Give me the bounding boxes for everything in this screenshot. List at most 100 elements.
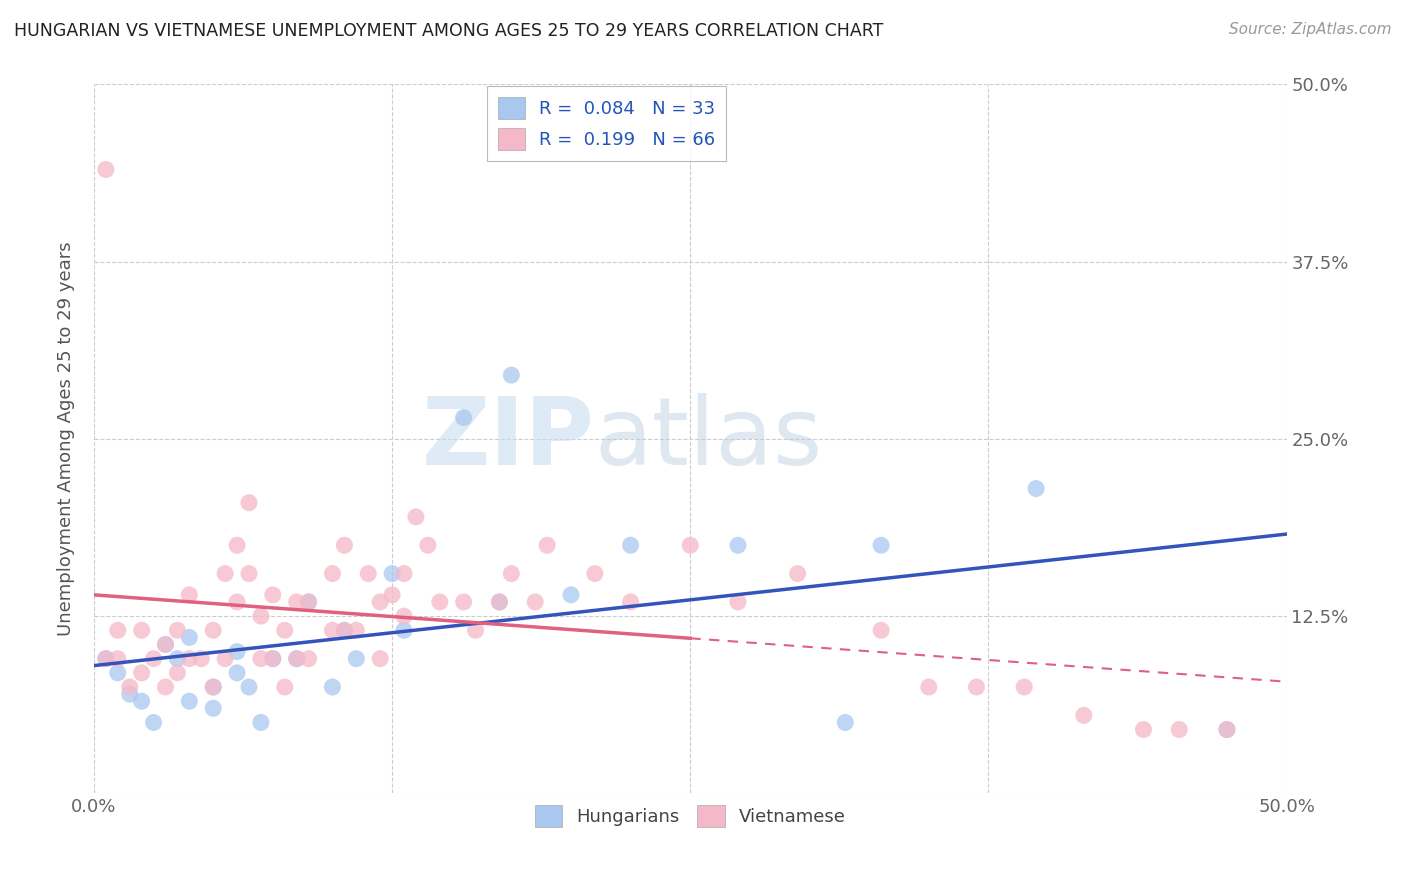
Point bbox=[202, 680, 225, 694]
Point bbox=[262, 651, 284, 665]
Point bbox=[179, 694, 201, 708]
Point bbox=[321, 624, 343, 638]
Point bbox=[1025, 482, 1047, 496]
Point bbox=[834, 715, 856, 730]
Point bbox=[118, 680, 141, 694]
Point bbox=[620, 538, 643, 552]
Point bbox=[560, 588, 582, 602]
Point bbox=[155, 638, 177, 652]
Point bbox=[368, 651, 391, 665]
Point bbox=[202, 701, 225, 715]
Point bbox=[94, 162, 117, 177]
Point bbox=[918, 680, 941, 694]
Point bbox=[142, 715, 165, 730]
Point bbox=[357, 566, 380, 581]
Point bbox=[727, 595, 749, 609]
Point bbox=[501, 368, 523, 383]
Point bbox=[274, 624, 297, 638]
Point bbox=[464, 624, 486, 638]
Point bbox=[250, 715, 273, 730]
Point bbox=[501, 566, 523, 581]
Point bbox=[285, 595, 308, 609]
Point bbox=[344, 624, 367, 638]
Point bbox=[392, 624, 415, 638]
Point bbox=[1132, 723, 1154, 737]
Point bbox=[179, 631, 201, 645]
Point bbox=[179, 588, 201, 602]
Point bbox=[1012, 680, 1035, 694]
Point bbox=[142, 651, 165, 665]
Point bbox=[107, 651, 129, 665]
Point bbox=[1168, 723, 1191, 737]
Point bbox=[870, 624, 893, 638]
Point bbox=[392, 566, 415, 581]
Point bbox=[285, 651, 308, 665]
Point bbox=[392, 609, 415, 624]
Point bbox=[1216, 723, 1239, 737]
Point bbox=[166, 665, 188, 680]
Point bbox=[226, 644, 249, 658]
Point bbox=[238, 496, 260, 510]
Point bbox=[131, 624, 153, 638]
Point bbox=[250, 651, 273, 665]
Point bbox=[107, 665, 129, 680]
Point bbox=[524, 595, 547, 609]
Text: atlas: atlas bbox=[595, 392, 823, 485]
Point bbox=[333, 624, 356, 638]
Point bbox=[416, 538, 439, 552]
Point bbox=[381, 588, 404, 602]
Point bbox=[333, 538, 356, 552]
Point bbox=[1073, 708, 1095, 723]
Point bbox=[727, 538, 749, 552]
Point bbox=[488, 595, 510, 609]
Point bbox=[583, 566, 606, 581]
Point bbox=[202, 680, 225, 694]
Point bbox=[107, 624, 129, 638]
Point bbox=[333, 624, 356, 638]
Point bbox=[405, 509, 427, 524]
Text: HUNGARIAN VS VIETNAMESE UNEMPLOYMENT AMONG AGES 25 TO 29 YEARS CORRELATION CHART: HUNGARIAN VS VIETNAMESE UNEMPLOYMENT AMO… bbox=[14, 22, 883, 40]
Point bbox=[262, 588, 284, 602]
Point bbox=[620, 595, 643, 609]
Text: Source: ZipAtlas.com: Source: ZipAtlas.com bbox=[1229, 22, 1392, 37]
Point bbox=[226, 538, 249, 552]
Point bbox=[297, 595, 319, 609]
Point bbox=[118, 687, 141, 701]
Point bbox=[1216, 723, 1239, 737]
Point bbox=[870, 538, 893, 552]
Point bbox=[488, 595, 510, 609]
Point bbox=[368, 595, 391, 609]
Point bbox=[94, 651, 117, 665]
Point bbox=[536, 538, 558, 552]
Point bbox=[250, 609, 273, 624]
Point bbox=[429, 595, 451, 609]
Point bbox=[321, 566, 343, 581]
Point bbox=[453, 595, 475, 609]
Text: ZIP: ZIP bbox=[422, 392, 595, 485]
Point bbox=[131, 694, 153, 708]
Point bbox=[131, 665, 153, 680]
Point bbox=[786, 566, 808, 581]
Point bbox=[285, 651, 308, 665]
Legend: Hungarians, Vietnamese: Hungarians, Vietnamese bbox=[527, 797, 853, 834]
Point bbox=[297, 595, 319, 609]
Point bbox=[274, 680, 297, 694]
Point bbox=[297, 651, 319, 665]
Point bbox=[262, 651, 284, 665]
Point bbox=[238, 680, 260, 694]
Point bbox=[344, 651, 367, 665]
Y-axis label: Unemployment Among Ages 25 to 29 years: Unemployment Among Ages 25 to 29 years bbox=[58, 242, 75, 636]
Point bbox=[179, 651, 201, 665]
Point bbox=[321, 680, 343, 694]
Point bbox=[166, 624, 188, 638]
Point bbox=[226, 665, 249, 680]
Point bbox=[238, 566, 260, 581]
Point bbox=[214, 651, 236, 665]
Point bbox=[453, 410, 475, 425]
Point bbox=[381, 566, 404, 581]
Point bbox=[94, 651, 117, 665]
Point bbox=[166, 651, 188, 665]
Point bbox=[202, 624, 225, 638]
Point bbox=[226, 595, 249, 609]
Point bbox=[679, 538, 702, 552]
